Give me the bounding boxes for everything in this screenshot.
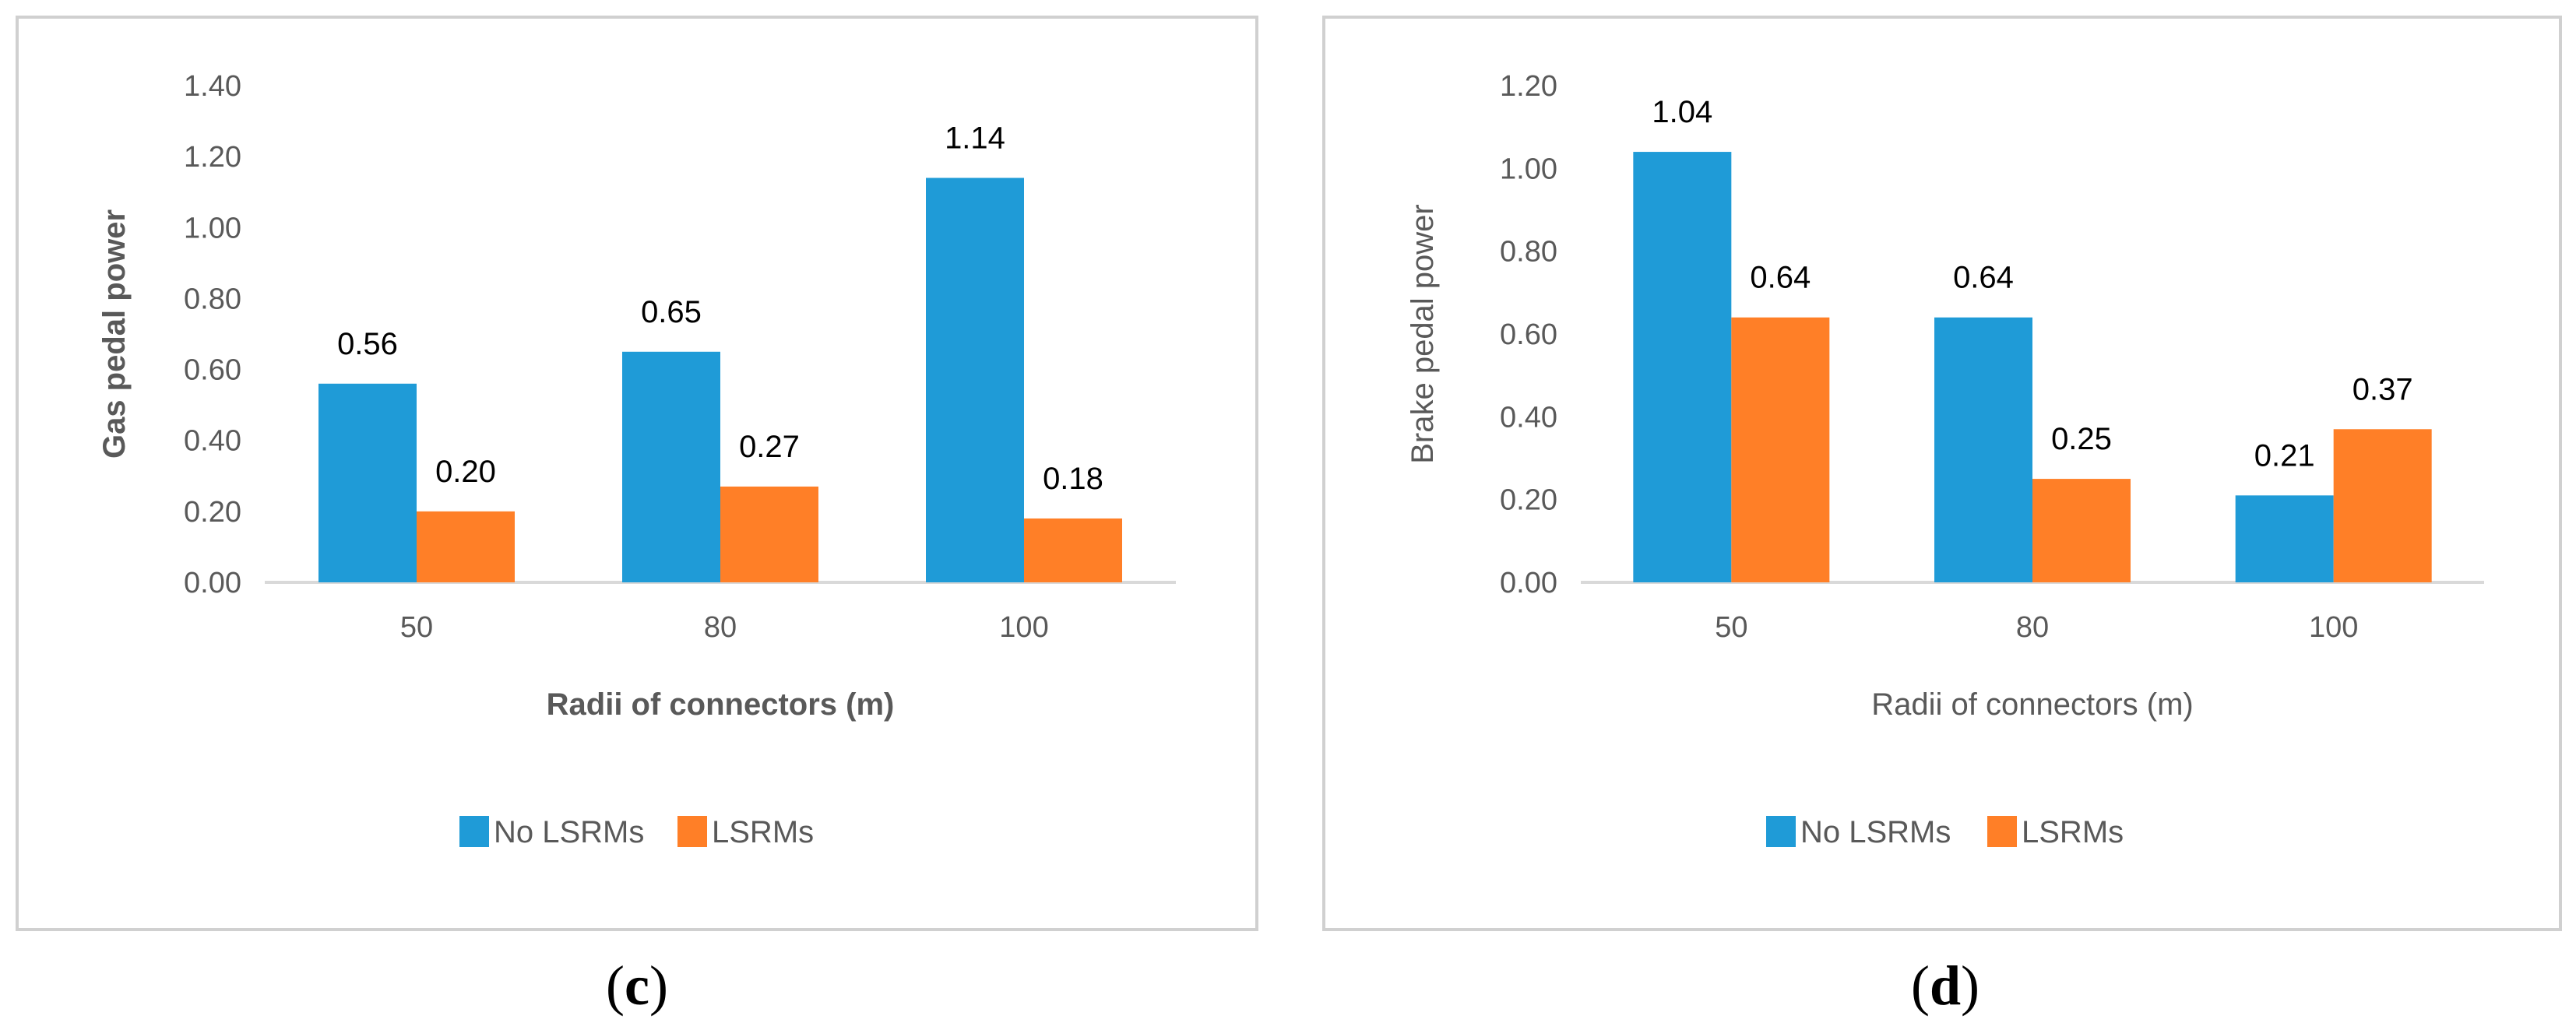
chart-c-ytick-label: 0.40 <box>184 425 241 458</box>
chart-c-xtick-label: 80 <box>704 611 737 644</box>
chart-c-y-axis-title: Gas pedal power <box>97 209 132 459</box>
chart-d-bar-lsrms-80 <box>2032 479 2131 582</box>
chart-c-xtick-label: 50 <box>400 611 433 644</box>
chart-d-data-label: 0.21 <box>2254 438 2315 473</box>
chart-d-bar-lsrms-50 <box>1731 317 1830 582</box>
chart-c-ytick-label: 1.00 <box>184 212 241 244</box>
chart-c-legend-swatch <box>677 816 707 847</box>
chart-c-ytick-label: 1.20 <box>184 141 241 174</box>
chart-c-legend-label: No LSRMs <box>494 815 644 849</box>
chart-d-ytick-label: 1.00 <box>1500 153 1557 185</box>
chart-c-x-axis-title: Radii of connectors (m) <box>547 687 895 722</box>
chart-c-bar-no-lsrms-50 <box>318 383 417 582</box>
chart-c-ytick-label: 0.00 <box>184 567 241 599</box>
chart-d-data-label: 1.04 <box>1652 95 1712 129</box>
chart-d-data-label: 0.64 <box>1750 261 1811 295</box>
chart-d-legend-swatch <box>1766 816 1796 847</box>
chart-d-ytick-label: 0.60 <box>1500 318 1557 351</box>
chart-c-panel-label: (c) <box>606 954 668 1017</box>
chart-c: 0.00 0.20 0.40 0.60 0.80 1.00 1.20 1.40 0.56 0.20… <box>16 16 1258 931</box>
chart-c-ytick-label: 0.60 <box>184 354 241 387</box>
chart-d-panel-label: (d) <box>1911 954 1980 1017</box>
chart-d-ytick-label: 1.20 <box>1500 70 1557 103</box>
chart-c-bar-no-lsrms-100 <box>926 178 1024 582</box>
chart-c-ytick-label: 0.20 <box>184 496 241 529</box>
chart-c-bar-lsrms-80 <box>720 486 818 582</box>
chart-d-data-label: 0.64 <box>1953 261 2014 295</box>
chart-d-legend-swatch <box>1987 816 2017 847</box>
chart-c-data-label: 0.56 <box>337 327 398 361</box>
chart-d-ytick-label: 0.80 <box>1500 236 1557 269</box>
chart-d-ytick-label: 0.00 <box>1500 567 1557 599</box>
chart-d-legend-label: LSRMs <box>2022 815 2124 849</box>
chart-c-ytick-label: 0.80 <box>184 283 241 315</box>
chart-d-xtick-label: 50 <box>1715 611 1747 644</box>
chart-c-bar-lsrms-100 <box>1024 518 1122 582</box>
chart-d-data-label: 0.25 <box>2051 422 2112 456</box>
chart-c-bar-no-lsrms-80 <box>622 351 720 582</box>
chart-c-data-label: 0.20 <box>435 455 496 489</box>
chart-c-data-label: 0.65 <box>641 295 702 329</box>
chart-d-bar-no-lsrms-100 <box>2235 495 2334 582</box>
chart-c-data-label: 1.14 <box>945 121 1005 155</box>
chart-d-xtick-label: 80 <box>2016 611 2049 644</box>
chart-c-data-label: 0.18 <box>1043 462 1103 496</box>
chart-d-xtick-label: 100 <box>2309 611 2358 644</box>
chart-d: 0.00 0.20 0.40 0.60 0.80 1.00 1.20 1.04 0.64 50 0.… <box>1322 16 2562 931</box>
chart-c-legend-label: LSRMs <box>712 815 814 849</box>
chart-d-y-axis-title: Brake pedal power <box>1406 204 1440 464</box>
chart-d-x-axis-title: Radii of connectors (m) <box>1871 687 2193 722</box>
chart-d-ytick-label: 0.40 <box>1500 401 1557 434</box>
chart-c-data-label: 0.27 <box>739 430 800 464</box>
chart-d-bar-no-lsrms-80 <box>1934 317 2032 582</box>
chart-d-bar-lsrms-100 <box>2333 429 2432 582</box>
chart-d-data-label: 0.37 <box>2353 372 2413 406</box>
chart-c-bar-lsrms-50 <box>417 511 515 582</box>
chart-c-ytick-label: 1.40 <box>184 70 241 103</box>
chart-c-xtick-label: 100 <box>999 611 1048 644</box>
chart-c-legend-swatch <box>459 816 489 847</box>
chart-d-bar-no-lsrms-50 <box>1633 152 1732 583</box>
chart-d-legend-label: No LSRMs <box>1800 815 1951 849</box>
chart-d-ytick-label: 0.20 <box>1500 484 1557 517</box>
